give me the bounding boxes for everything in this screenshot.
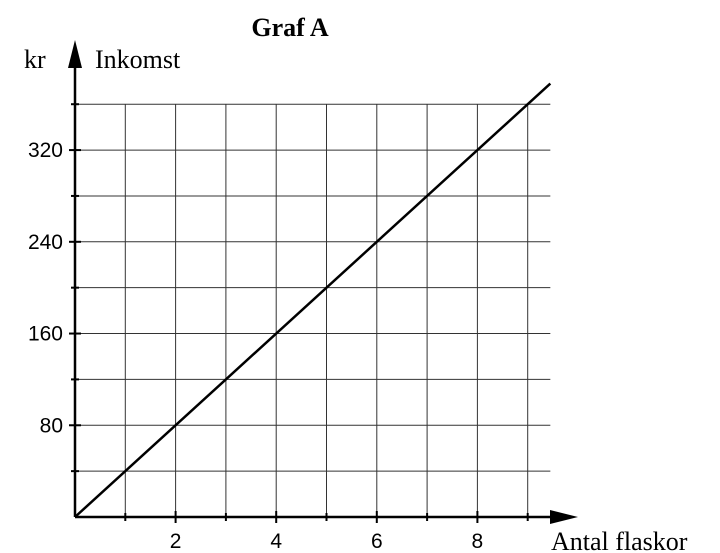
- y-unit: kr: [24, 45, 46, 74]
- x-axis-arrow: [550, 510, 578, 524]
- x-tick-label: 6: [371, 530, 383, 553]
- y-tick-label: 240: [28, 231, 63, 254]
- y-tick-label: 320: [28, 139, 63, 162]
- chart-title: Graf A: [251, 13, 328, 42]
- x-axis-label: Antal flaskor: [551, 527, 688, 553]
- y-axis-label: Inkomst: [95, 45, 181, 74]
- x-tick-label: 8: [472, 530, 484, 553]
- x-tick-label: 4: [270, 530, 282, 553]
- y-axis-arrow: [68, 40, 82, 68]
- x-tick-label: 2: [170, 530, 182, 553]
- y-tick-label: 160: [28, 323, 63, 346]
- data-line: [74, 82, 552, 518]
- y-tick-label: 80: [40, 414, 63, 437]
